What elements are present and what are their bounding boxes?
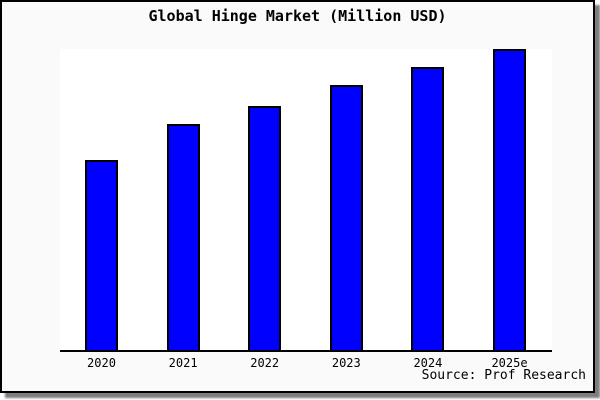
chart-title: Global Hinge Market (Million USD)	[148, 7, 447, 25]
bar-2021	[166, 124, 200, 350]
bar-2025e	[493, 49, 526, 350]
x-tick-label-2025e: 2025e	[491, 356, 528, 370]
x-tick-label-2020: 2020	[87, 356, 116, 370]
source-credit: Source: Prof Research	[421, 368, 586, 383]
chart-frame: Global Hinge Market (Million USD) 2020 20…	[0, 0, 595, 393]
bar-2023	[329, 85, 363, 350]
x-tick-label-2021: 2021	[168, 356, 198, 370]
x-tick-label-2022: 2022	[250, 356, 280, 370]
bar-2020	[85, 160, 118, 350]
bar-2022	[248, 106, 282, 350]
x-axis-labels: 2020 2021 2022 2023 2024 2025e	[60, 356, 552, 372]
x-tick-label-2024: 2024	[413, 356, 443, 370]
bar-2024	[411, 67, 445, 350]
x-tick-label-2023: 2023	[331, 356, 361, 370]
plot-area	[60, 49, 552, 352]
